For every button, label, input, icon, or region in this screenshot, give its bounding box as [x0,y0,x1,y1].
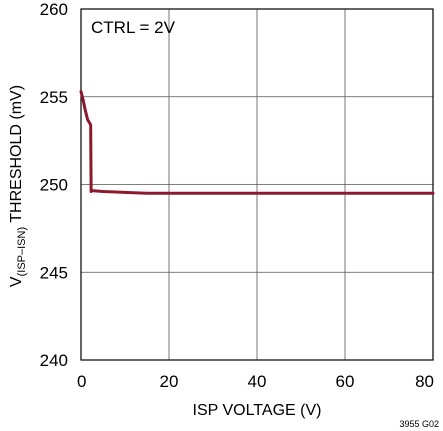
y-axis-title: V(ISP–ISN) THRESHOLD (mV) [8,85,28,287]
y-tick-label: 250 [40,176,68,195]
y-axis-title-subscript: (ISP–ISN) [16,227,28,277]
y-tick-label: 245 [40,263,68,282]
y-tick-label: 255 [40,88,68,107]
series-line [79,89,435,195]
y-tick-label: 260 [40,0,68,19]
x-tick-label: 80 [415,372,434,391]
y-axis-title-suffix: THRESHOLD (mV) [8,85,25,227]
x-tick-label: 40 [248,372,267,391]
ctrl-annotation: CTRL = 2V [91,18,176,37]
x-tick-label: 20 [160,372,179,391]
grid [81,9,433,360]
y-axis-title-prefix: V [8,276,25,287]
x-tick-label: 0 [77,372,86,391]
x-tick-label: 60 [336,372,355,391]
x-axis-title: ISP VOLTAGE (V) [193,402,322,419]
plot-frame [80,8,434,361]
tick-labels: 0 20 40 60 80 240 245 250 255 260 [40,0,434,391]
figure-id: 3955 G02 [399,419,439,429]
y-tick-label: 240 [40,351,68,370]
